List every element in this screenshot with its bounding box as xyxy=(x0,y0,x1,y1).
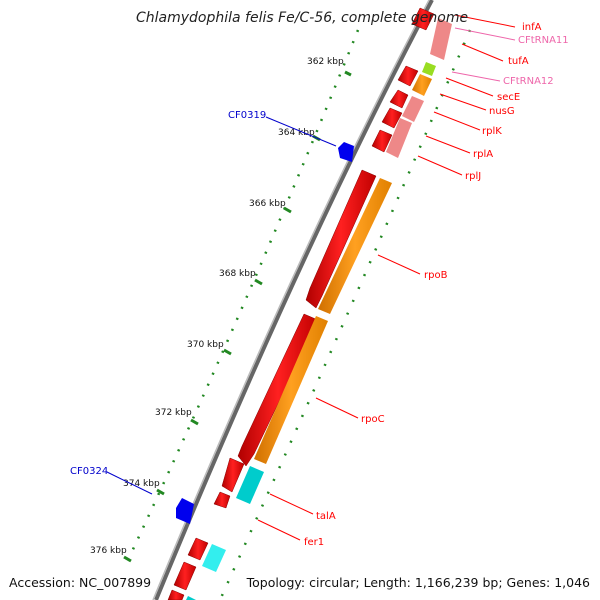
leader-lines xyxy=(106,14,516,541)
gene-rpoC-forward-block[interactable] xyxy=(254,316,328,464)
gene-cf0324-block[interactable] xyxy=(176,498,194,524)
label-infA[interactable]: infA xyxy=(522,22,542,33)
gene-rplA-block[interactable] xyxy=(402,96,424,122)
gene-rplJ-block[interactable] xyxy=(386,118,412,158)
label-rpoB[interactable]: rpoB xyxy=(424,270,448,281)
reverse-strand-genes xyxy=(167,7,435,600)
scale-label-372: 372 kbp xyxy=(155,408,192,418)
gene-fer1-reverse-block[interactable] xyxy=(213,491,231,509)
label-secE[interactable]: secE xyxy=(497,92,520,103)
label-fer1[interactable]: fer1 xyxy=(304,537,324,548)
gene-cyan-2[interactable] xyxy=(202,544,226,572)
accession-label: Accession: NC_007899 xyxy=(9,575,151,590)
scale-label-362: 362 kbp xyxy=(307,57,344,67)
gene-infA-block[interactable] xyxy=(411,7,435,31)
label-rpoC[interactable]: rpoC xyxy=(361,414,385,425)
label-nusG[interactable]: nusG xyxy=(489,106,515,117)
tick-arc-outer xyxy=(126,29,360,561)
gene-orange-small[interactable] xyxy=(412,74,432,96)
gene-small-red-3[interactable] xyxy=(167,589,185,600)
gene-cftrna11-block[interactable] xyxy=(430,18,452,60)
gene-small-red-2[interactable] xyxy=(173,561,197,591)
label-cf0324[interactable]: CF0324 xyxy=(70,466,108,477)
label-rplA[interactable]: rplA xyxy=(473,149,493,160)
forward-strand-genes xyxy=(186,18,452,600)
genome-backbone xyxy=(154,0,434,600)
gene-nusG-block[interactable] xyxy=(381,107,403,129)
label-rplK[interactable]: rplK xyxy=(482,126,502,137)
scale-label-376: 376 kbp xyxy=(90,546,127,556)
label-tufA[interactable]: tufA xyxy=(508,56,529,67)
scale-label-370: 370 kbp xyxy=(187,340,224,350)
topology-label: Topology: circular; Length: 1,166,239 bp… xyxy=(246,575,590,590)
map-title: Chlamydophila felis Fe/C-56, complete ge… xyxy=(136,10,468,26)
label-cf0319[interactable]: CF0319 xyxy=(228,110,266,121)
label-cftrna11[interactable]: CFtRNA11 xyxy=(518,35,569,46)
label-cftrna12[interactable]: CFtRNA12 xyxy=(503,76,554,87)
gene-rpoB-reverse-block[interactable] xyxy=(305,169,377,309)
genome-backbone-highlight xyxy=(152,0,430,600)
label-talA[interactable]: talA xyxy=(316,511,336,522)
gene-tufA-block[interactable] xyxy=(397,65,419,87)
gene-rpoC-reverse-block[interactable] xyxy=(237,313,319,467)
gene-secE-block[interactable] xyxy=(389,89,409,109)
gene-talA-reverse-block[interactable] xyxy=(221,457,245,493)
gene-talA-cyan-block[interactable] xyxy=(236,466,264,504)
gene-cyan-3[interactable] xyxy=(186,596,196,600)
gene-rplK-block[interactable] xyxy=(371,129,393,153)
scale-label-366: 366 kbp xyxy=(249,199,286,209)
scale-label-374: 374 kbp xyxy=(123,479,160,489)
gene-rpoB-forward-block[interactable] xyxy=(318,178,392,314)
scale-label-364: 364 kbp xyxy=(278,128,315,138)
scale-label-368: 368 kbp xyxy=(219,269,256,279)
gene-cf0319-block[interactable] xyxy=(338,142,354,162)
label-rplJ[interactable]: rplJ xyxy=(465,171,481,182)
gene-green-block[interactable] xyxy=(422,62,436,76)
gene-small-red-1[interactable] xyxy=(187,537,209,561)
